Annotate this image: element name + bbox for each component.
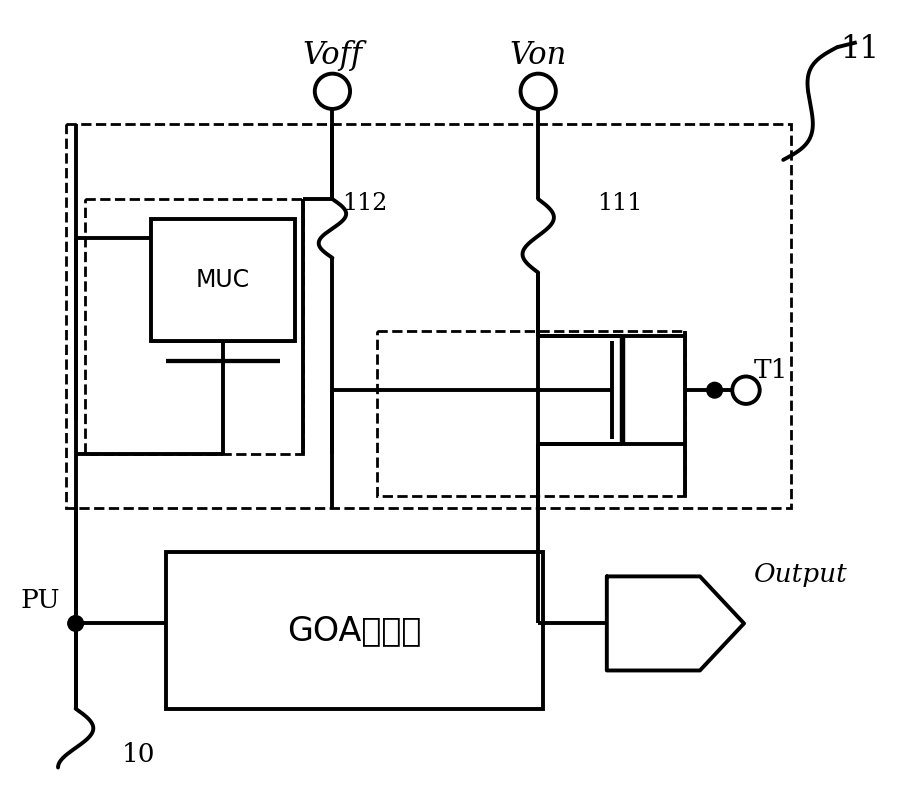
Text: Von: Von [510,39,566,70]
Bar [166,552,543,709]
Text: GOA子电路: GOA子电路 [287,614,421,646]
Bar [376,332,686,496]
Text: PU: PU [21,588,60,614]
Text: MUC: MUC [196,268,250,292]
Bar [66,124,791,508]
Text: 10: 10 [122,742,155,767]
Text: Voff: Voff [302,39,363,70]
Circle shape [707,383,723,398]
Text: 112: 112 [342,193,388,216]
Polygon shape [607,576,744,670]
Bar [152,219,295,341]
Text: T1: T1 [754,358,788,383]
Bar [86,199,303,454]
Text: 11: 11 [840,34,879,65]
Circle shape [68,615,84,631]
Text: 111: 111 [597,193,642,216]
Text: Output: Output [754,562,848,587]
